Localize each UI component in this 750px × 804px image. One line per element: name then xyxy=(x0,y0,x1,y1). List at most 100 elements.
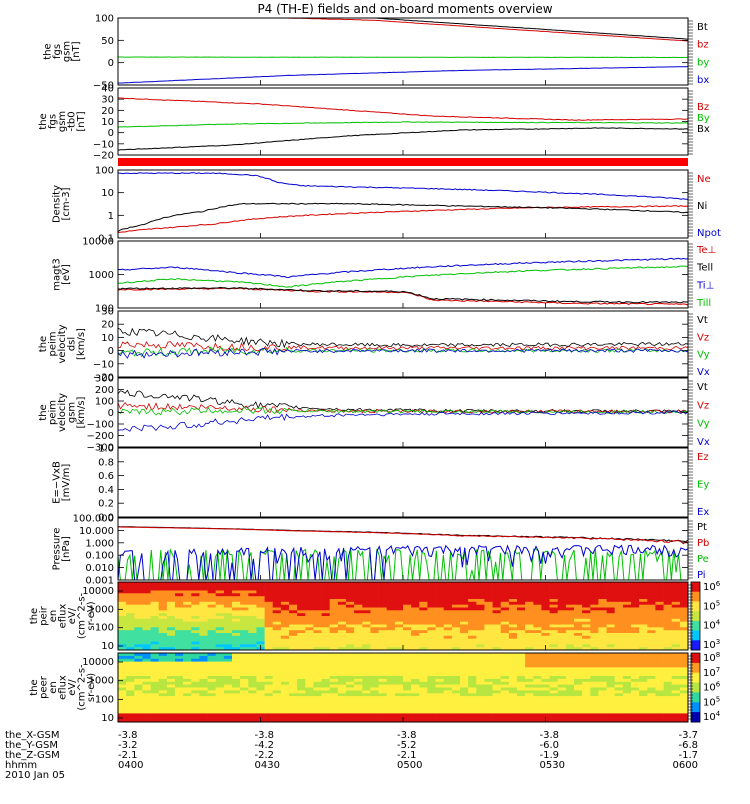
legend: Ne Ni Npot xyxy=(697,174,721,239)
svg-text:Pressure: Pressure xyxy=(52,528,63,571)
svg-text:peer: peer xyxy=(39,675,50,699)
x-axis-row-label: 2010 Jan 05 xyxy=(5,770,65,781)
colorbar: 106 105 104 103 xyxy=(690,580,721,651)
y-tick-label: −50 xyxy=(93,81,114,92)
series-line-te xyxy=(117,287,689,306)
x-axis-row-label: the_Z-GSM xyxy=(5,750,60,761)
y-tick-label: 10000 xyxy=(82,657,114,668)
y-axis-label: E=−VxB[mV/m] xyxy=(52,461,73,504)
y-tick-label: −20 xyxy=(93,373,114,384)
x-axis-row-label: the_X-GSM xyxy=(5,730,59,741)
colorbar-label: 105 xyxy=(703,695,720,708)
legend: Vt Vz Vy Vx xyxy=(697,315,710,378)
svg-text:eV/: eV/ xyxy=(67,607,78,624)
legend-entry: Bt xyxy=(697,22,708,33)
y-tick-label: 0.2 xyxy=(98,499,114,510)
legend-entry: Pe xyxy=(697,554,709,565)
y-tick-label: 0 xyxy=(108,408,114,419)
x-axis-value: -1.7 xyxy=(678,750,698,761)
svg-text:the: the xyxy=(43,43,54,59)
y-tick-label: 0.6 xyxy=(98,471,114,482)
series-line-till xyxy=(117,265,689,288)
colorbar-label: 104 xyxy=(703,710,721,723)
series-line-by xyxy=(118,56,688,59)
legend-entry: By xyxy=(697,113,710,124)
legend-entry: Bx xyxy=(697,124,710,135)
svg-text:[cm-3]: [cm-3] xyxy=(61,187,72,220)
y-tick-label: 1000 xyxy=(89,676,114,687)
legend-entry: Vz xyxy=(697,400,709,411)
x-axis-value: 0530 xyxy=(540,760,565,771)
legend-entry: Pi xyxy=(697,570,706,581)
legend: Pt Pb Pe Pi xyxy=(697,522,709,581)
colorbar-label: 107 xyxy=(703,666,720,679)
series-line-vt xyxy=(117,327,689,349)
svg-text:[nT]: [nT] xyxy=(76,111,87,131)
series-line-vz xyxy=(117,341,689,352)
legend-entry: Bz xyxy=(697,102,709,113)
y-tick-label: −100 xyxy=(87,420,114,431)
svg-text:sr-eV): sr-eV) xyxy=(86,601,97,630)
y-tick-label: 50 xyxy=(101,36,114,47)
y-tick-label: 0 xyxy=(108,128,114,139)
y-tick-label: 30 xyxy=(101,95,114,106)
svg-text:eflux: eflux xyxy=(58,675,69,700)
y-tick-label: 300 xyxy=(95,374,114,385)
y-tick-label: 0.1 xyxy=(98,234,114,245)
panel-frame xyxy=(117,517,689,581)
legend-entry: bz xyxy=(697,40,709,51)
legend: Ez Ey Ex xyxy=(697,452,709,518)
legend-entry: Vt xyxy=(697,315,708,326)
y-tick-label: 0.010 xyxy=(85,563,114,574)
x-axis-value: -3.8 xyxy=(540,730,560,741)
svg-text:eV/: eV/ xyxy=(67,679,78,696)
legend-entry: Ex xyxy=(697,507,709,518)
svg-text:velocity: velocity xyxy=(57,324,68,363)
legend-entry: Ey xyxy=(697,480,709,491)
svg-text:peim: peim xyxy=(48,400,59,425)
svg-text:[nT]: [nT] xyxy=(71,41,82,61)
svg-text:sr-eV): sr-eV) xyxy=(86,673,97,702)
y-tick-label: 100 xyxy=(95,397,114,408)
y-tick-label: 10 xyxy=(101,188,114,199)
svg-text:[nPa]: [nPa] xyxy=(61,536,72,562)
separator-bar xyxy=(118,158,688,166)
legend-entry: Tell xyxy=(696,263,713,274)
svg-text:the: the xyxy=(38,404,49,420)
svg-text:fgs: fgs xyxy=(52,44,63,59)
panel-10: 106 105 104 103 10000 1000 100 10 thepeireneflux… xyxy=(29,580,721,652)
panel-frame xyxy=(117,17,689,86)
x-axis-value: -2.2 xyxy=(255,750,275,761)
y-tick-label: 0 xyxy=(108,58,114,69)
y-tick-label: 1000 xyxy=(89,270,114,281)
legend: Vt Vz Vy Vx xyxy=(697,382,710,448)
y-tick-label: 1000 xyxy=(89,604,114,615)
series-line-vx xyxy=(117,347,689,359)
y-tick-label: 10 xyxy=(101,641,114,652)
ion-spectrogram xyxy=(118,582,689,651)
series-line-ne xyxy=(117,205,689,233)
series-line-vz xyxy=(117,402,689,414)
x-axis-row-label: the_Y-GSM xyxy=(5,740,58,751)
svg-text:the: the xyxy=(29,679,40,695)
legend-entry: Te⊥ xyxy=(696,245,716,256)
y-tick-label: 0.4 xyxy=(98,485,114,496)
series-line-ni xyxy=(117,202,689,233)
y-tick-label: 100 xyxy=(95,623,114,634)
svg-text:the: the xyxy=(38,113,49,129)
x-axis-value: -2.1 xyxy=(397,750,417,761)
legend-entry: Vy xyxy=(697,350,710,361)
y-tick-label: 0.001 xyxy=(85,576,114,587)
x-axis-value: 0400 xyxy=(118,760,143,771)
series-line-bz xyxy=(117,97,689,121)
svg-text:en: en xyxy=(48,610,59,623)
y-axis-label: magt3[eV] xyxy=(52,258,73,291)
